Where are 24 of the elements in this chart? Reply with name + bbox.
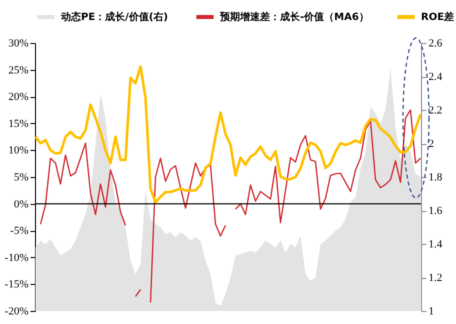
legend-label: ROE差	[421, 11, 454, 23]
y-tick-label: 10%	[8, 144, 28, 157]
y-tick-label: 20%	[8, 91, 28, 104]
legend-label: 动态PE：成长/价值(右)	[60, 11, 168, 23]
y-tick-label: 30%	[8, 38, 28, 50]
line-series	[34, 65, 422, 204]
y-tick-label: -10%	[4, 252, 28, 264]
y2-tick-label: 1.4	[428, 238, 443, 250]
y-tick-label: 15%	[8, 118, 28, 130]
y-tick-label: -15%	[4, 278, 28, 291]
y2-tick-label: 1	[428, 306, 434, 318]
y2-tick-label: 1.6	[428, 205, 443, 217]
y-tick-label: 25%	[8, 64, 28, 76]
legend-label: 预期增速差：成长-价值（MA6）	[219, 11, 369, 23]
y2-tick-label: 2.4	[428, 71, 443, 83]
y-tick-label: -20%	[4, 306, 28, 318]
y2-tick-label: 1.8	[428, 172, 443, 184]
y-tick-label: -5%	[10, 225, 28, 238]
y-tick-label: 5%	[14, 172, 28, 184]
y2-tick-label: 2.6	[428, 38, 443, 50]
y-tick-label: 0%	[14, 198, 28, 210]
y2-tick-label: 2	[428, 138, 434, 150]
y2-tick-label: 1.2	[428, 272, 442, 284]
y2-tick-label: 2.2	[428, 104, 442, 116]
